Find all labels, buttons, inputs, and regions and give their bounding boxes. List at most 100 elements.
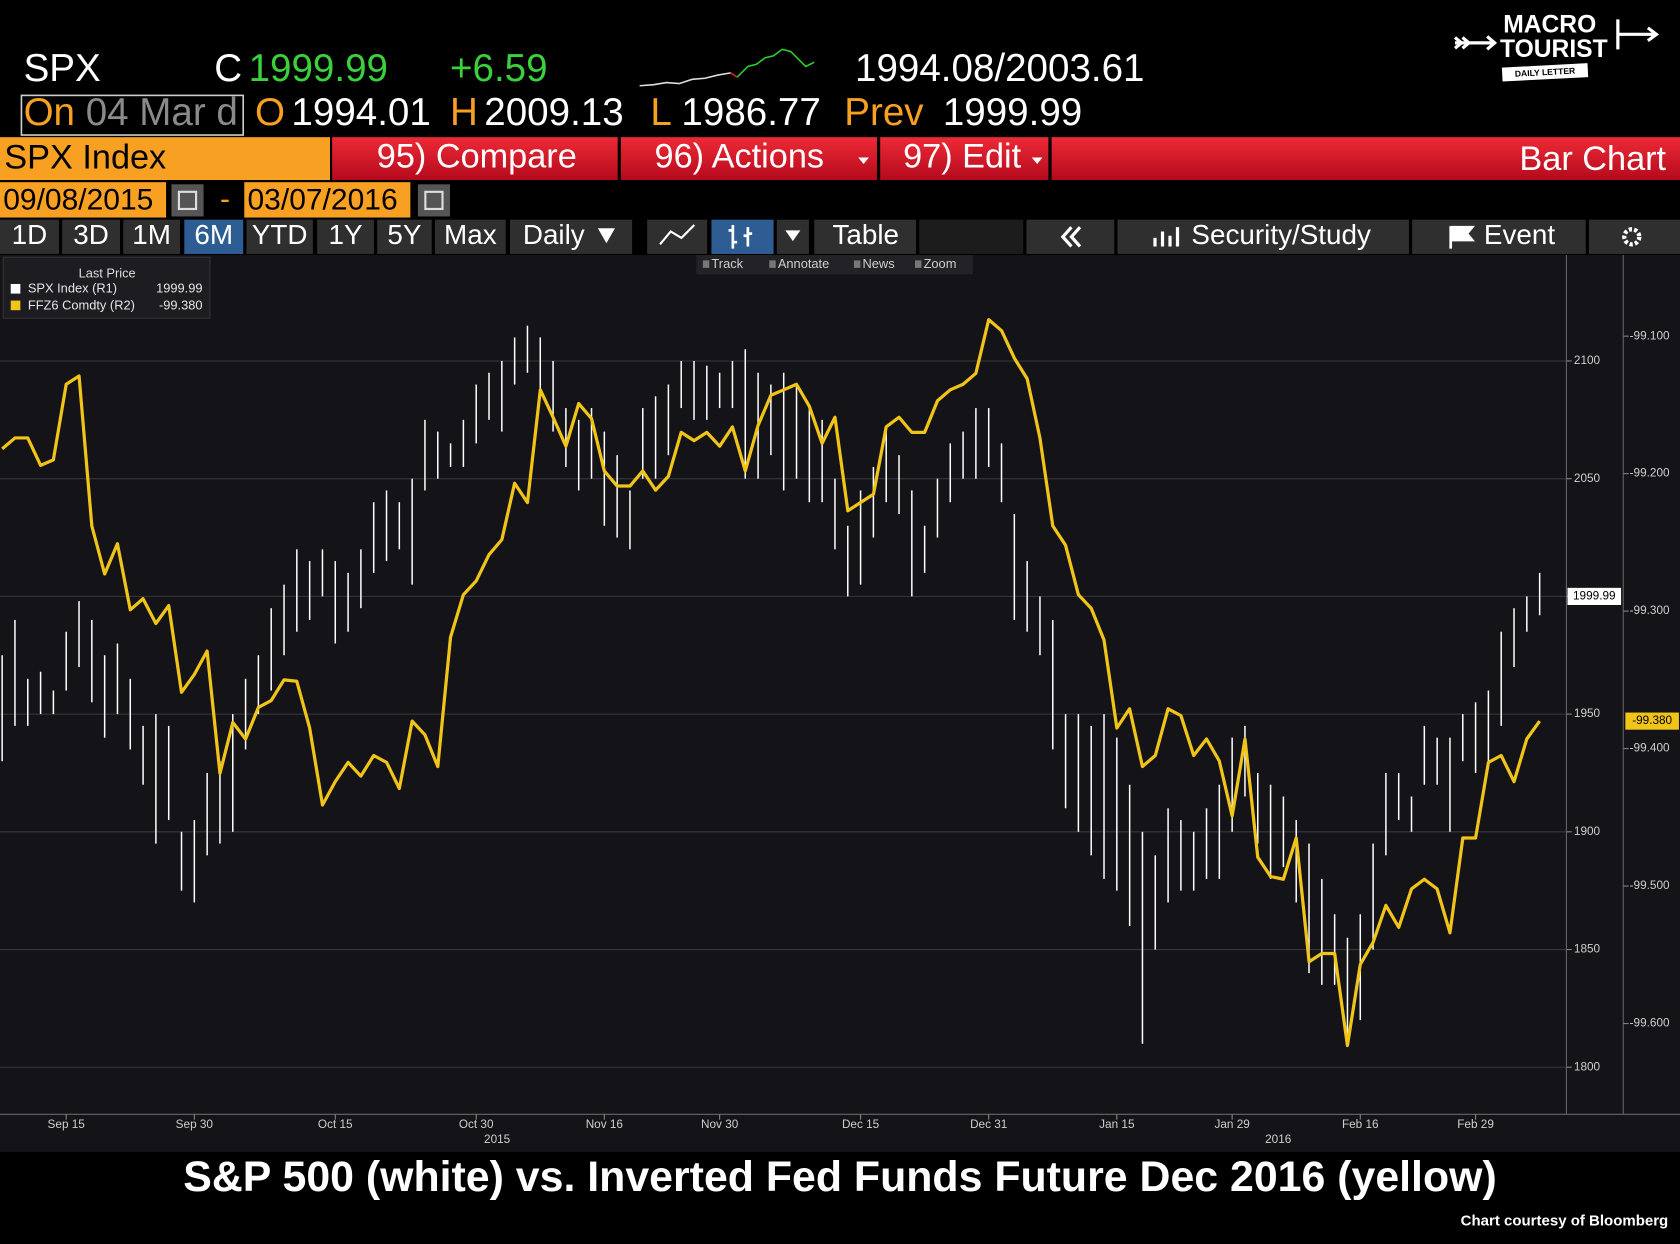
open-label: O	[255, 91, 285, 134]
legend-title: Last Price	[79, 266, 136, 281]
period-tab-label: 1M	[132, 219, 171, 250]
period-tab[interactable]	[184, 219, 244, 254]
date-label: On	[24, 91, 75, 134]
period-tab[interactable]	[0, 219, 59, 254]
low-price: 1986.77	[681, 91, 820, 134]
x-tick-label: Nov 30	[701, 1118, 739, 1131]
legend-swatch	[10, 283, 21, 294]
open-price: 1994.01	[291, 91, 430, 134]
last-value-label: -99.380	[1632, 714, 1672, 727]
period-tab[interactable]	[317, 219, 374, 254]
legend: SPX Index (R1) 1999.99 FFZ6 Comdty (R2) -99…	[10, 281, 203, 312]
logo-tagline: DAILY LETTER	[1515, 66, 1577, 79]
y2-tick-label: -99.600	[1630, 1017, 1670, 1030]
date-separator: -	[220, 182, 230, 215]
price-change: +6.59	[450, 47, 548, 90]
tool-icon[interactable]	[702, 260, 710, 268]
prev-price: 1999.99	[943, 91, 1082, 134]
table-button[interactable]	[814, 219, 917, 254]
date-field[interactable]	[20, 94, 245, 136]
caption: S&P 500 (white) vs. Inverted Fed Funds F…	[183, 1153, 1496, 1201]
dropdown-arrow	[1031, 157, 1043, 164]
period-tab-label: YTD	[252, 219, 308, 250]
dropdown-arrow	[597, 228, 615, 244]
line-chart-button[interactable]	[647, 219, 708, 254]
period-dropdown[interactable]	[510, 219, 633, 254]
sparkline-past	[639, 72, 731, 87]
actions-button[interactable]: 96) Actions	[655, 138, 825, 176]
gear-icon	[1622, 227, 1642, 247]
y-tick-label: 1800	[1574, 1060, 1601, 1073]
x-tick-label: Oct 15	[318, 1118, 353, 1131]
plot-background	[0, 255, 1680, 1152]
tool-label[interactable]: Annotate	[778, 256, 829, 271]
period-label: Daily	[523, 219, 585, 250]
legend-swatch	[10, 300, 21, 311]
sparkline-recent	[736, 48, 815, 78]
tab-spacer	[919, 219, 1024, 254]
end-date: 03/07/2016	[247, 183, 397, 216]
period-tab[interactable]	[246, 219, 313, 254]
dropdown-arrow	[785, 230, 801, 242]
tool-label[interactable]: Track	[711, 256, 743, 271]
edit-button[interactable]: 97) Edit	[903, 138, 1022, 176]
chart-type: Bar Chart	[1519, 140, 1666, 178]
last-price-tag	[1567, 587, 1622, 605]
tool-label[interactable]: News	[863, 256, 895, 271]
bar-chart-button[interactable]	[711, 219, 774, 254]
period-tab[interactable]	[435, 219, 506, 254]
day-range: 1994.08/2003.61	[855, 47, 1145, 90]
y-tick-label: 1900	[1574, 825, 1601, 838]
event-button[interactable]	[1412, 219, 1586, 254]
plot-tools: Track Annotate News Zoom	[702, 256, 957, 271]
x-tick-label: Jan 15	[1099, 1118, 1135, 1131]
calendar-icon[interactable]	[171, 184, 204, 217]
period-tab-label: 5Y	[387, 219, 421, 250]
security-name: SPX Index	[4, 139, 166, 177]
calendar-icon[interactable]	[417, 184, 450, 217]
x-tick-label: Dec 31	[970, 1118, 1007, 1131]
data-line	[1, 318, 1541, 1048]
tool-icon[interactable]	[915, 260, 922, 268]
ticker: SPX	[24, 47, 101, 90]
start-date-field[interactable]	[0, 182, 167, 218]
legend-value: -99.380	[159, 297, 203, 312]
x-tick-label: Sep 30	[176, 1118, 214, 1131]
compare-button[interactable]: 95) Compare	[377, 138, 577, 176]
period-tab-label: 3D	[73, 219, 109, 250]
study-button[interactable]	[1117, 219, 1409, 254]
year-label: 2016	[1265, 1133, 1292, 1146]
y2-tick-label: -99.500	[1630, 879, 1670, 892]
legend-box	[2, 256, 211, 319]
tool-icon[interactable]	[769, 260, 776, 268]
settings-button[interactable]	[1588, 219, 1680, 254]
period-tab-label: Max	[444, 219, 497, 250]
logo-arrow-right	[1616, 19, 1660, 50]
period-tab[interactable]	[123, 219, 180, 254]
credit: Chart courtesy of Bloomberg	[1461, 1212, 1669, 1229]
last-price-label: 1999.99	[1573, 590, 1616, 603]
x-tick-label: Feb 29	[1457, 1118, 1494, 1131]
y-tick-label: 2050	[1574, 472, 1601, 485]
high-label: H	[450, 91, 478, 134]
x-tick-label: Nov 16	[586, 1118, 624, 1131]
sparkline-dip	[730, 72, 738, 78]
tool-icon[interactable]	[853, 260, 861, 268]
period-tab[interactable]	[377, 219, 432, 254]
calendar-glyph	[177, 190, 198, 211]
year-label: 2015	[484, 1133, 511, 1146]
y2-tick-label: -99.100	[1630, 329, 1670, 342]
high-price: 2009.13	[484, 91, 623, 134]
study-label: Security/Study	[1191, 219, 1371, 250]
period-tab[interactable]	[62, 219, 120, 254]
prev-label: Prev	[844, 91, 924, 134]
end-date-field[interactable]	[244, 182, 411, 218]
line-icon	[659, 224, 696, 246]
security-field[interactable]	[0, 137, 330, 181]
logo-banner	[1501, 63, 1589, 82]
event-icon	[1449, 225, 1476, 249]
tool-label[interactable]: Zoom	[924, 256, 957, 271]
close-price: 1999.99	[249, 47, 388, 90]
